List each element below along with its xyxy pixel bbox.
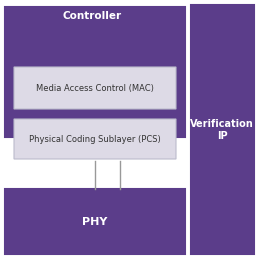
FancyBboxPatch shape (5, 7, 185, 137)
FancyBboxPatch shape (5, 189, 185, 254)
Text: Verification
IP: Verification IP (190, 119, 254, 141)
FancyBboxPatch shape (14, 67, 176, 109)
Text: Media Access Control (MAC): Media Access Control (MAC) (36, 83, 154, 92)
Text: PHY: PHY (82, 217, 108, 227)
Text: Physical Coding Sublayer (PCS): Physical Coding Sublayer (PCS) (29, 134, 161, 143)
FancyBboxPatch shape (14, 119, 176, 159)
Text: Controller: Controller (62, 11, 121, 21)
FancyBboxPatch shape (191, 5, 254, 254)
